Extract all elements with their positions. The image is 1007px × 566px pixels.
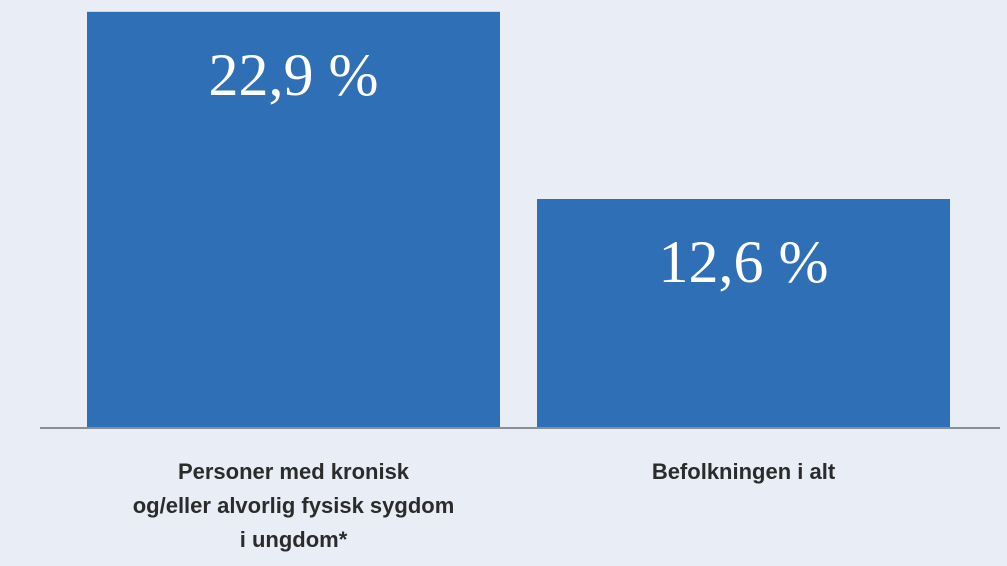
bar [87,11,500,428]
value-label: 12,6 % [659,229,829,295]
category-label: Befolkningen i alt [651,459,836,484]
value-label: 22,9 % [209,42,379,108]
bar [537,199,950,428]
category-label: Personer med kronisk og/eller alvorlig f… [132,459,455,552]
